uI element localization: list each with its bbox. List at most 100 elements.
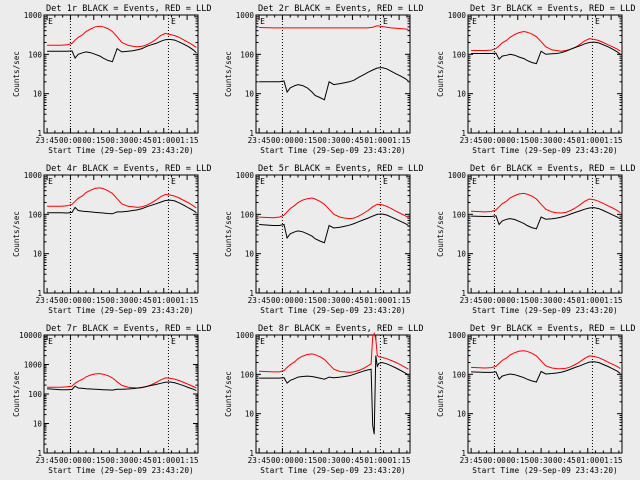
lld-series-line [471, 192, 621, 214]
x-tick-label: 00:45 [553, 296, 576, 305]
x-tick-label: 00:15 [82, 296, 105, 305]
x-tick-label: 00:45 [341, 296, 364, 305]
x-tick-label: 23:45 [460, 456, 483, 465]
x-tick-label: 01:00 [364, 136, 387, 145]
x-tick-label: 00:15 [294, 296, 317, 305]
y-tick-label: 100 [240, 210, 254, 219]
eclipse-marker-label: E [171, 337, 176, 346]
plot-frame [43, 14, 199, 134]
eclipse-marker-label: E [595, 337, 600, 346]
events-series-line [47, 199, 197, 215]
x-tick-label: 23:45 [460, 136, 483, 145]
x-tick-label: 00:15 [506, 296, 529, 305]
x-tick-label: 00:00 [271, 136, 294, 145]
events-series-line [259, 67, 409, 101]
chart-panel-7: Det 7r BLACK = Events, RED = LLD 1 10 100 10… [12, 324, 212, 475]
lld-series-line [47, 25, 197, 48]
events-series-line [259, 213, 409, 244]
eclipse-marker-label: E [383, 17, 388, 26]
x-tick-label: 00:45 [129, 296, 152, 305]
lld-series-line [259, 331, 409, 373]
x-tick-label: 00:30 [106, 456, 129, 465]
plot-frame [467, 174, 623, 294]
y-tick-label: 10 [33, 420, 43, 429]
x-tick-label: 23:45 [460, 296, 483, 305]
x-tick-label: 00:15 [82, 456, 105, 465]
x-tick-label: 01:15 [600, 456, 623, 465]
y-axis-label: Counts/sec [224, 211, 233, 257]
x-tick-label: 00:45 [341, 136, 364, 145]
y-tick-label: 1000 [236, 331, 255, 340]
lld-series-line [471, 350, 621, 370]
chart-title: Det 6r BLACK = Events, RED = LLD [470, 164, 636, 174]
plot-frame [467, 334, 623, 454]
x-tick-label: 00:15 [506, 136, 529, 145]
lld-series-line [471, 30, 621, 52]
eclipse-marker-label: E [260, 177, 265, 186]
x-axis-label: Start Time (29-Sep-09 23:43:20) [48, 466, 194, 475]
y-tick-label: 1 [461, 289, 466, 298]
x-tick-label: 00:15 [82, 136, 105, 145]
eclipse-marker-label: E [472, 337, 477, 346]
x-tick-label: 00:45 [553, 136, 576, 145]
events-series-line [47, 38, 197, 63]
chart-panel-6: Det 6r BLACK = Events, RED = LLD 1 10 100 10… [436, 164, 636, 315]
chart-title: Det 2r BLACK = Events, RED = LLD [258, 4, 424, 14]
y-tick-label: 100 [28, 50, 42, 59]
y-axis-label: Counts/sec [12, 51, 21, 97]
eclipse-marker-label: E [260, 337, 265, 346]
y-tick-label: 1 [37, 129, 42, 138]
events-series-line [471, 41, 621, 65]
plot-frame [467, 14, 623, 134]
x-tick-label: 23:45 [36, 456, 59, 465]
x-tick-label: 01:00 [152, 136, 175, 145]
y-tick-label: 1 [37, 449, 42, 458]
x-tick-label: 23:45 [248, 456, 271, 465]
x-tick-label: 00:00 [271, 296, 294, 305]
eclipse-marker-label: E [383, 177, 388, 186]
y-axis-label: Counts/sec [224, 51, 233, 97]
chart-panel-1: Det 1r BLACK = Events, RED = LLD 1 10 100 10… [12, 4, 212, 155]
x-tick-label: 23:45 [248, 296, 271, 305]
y-tick-label: 1000 [448, 331, 467, 340]
x-tick-label: 00:00 [59, 136, 82, 145]
events-series-line [47, 381, 197, 392]
x-axis-label: Start Time (29-Sep-09 23:43:20) [472, 146, 618, 155]
chart-title: Det 1r BLACK = Events, RED = LLD [46, 4, 212, 14]
chart-panel-9: Det 9r BLACK = Events, RED = LLD 1 10 100 10… [436, 324, 636, 475]
chart-panel-8: Det 8r BLACK = Events, RED = LLD 1 10 100 10… [224, 324, 424, 475]
x-tick-label: 01:15 [600, 136, 623, 145]
x-tick-label: 01:00 [576, 456, 599, 465]
x-axis-label: Start Time (29-Sep-09 23:43:20) [260, 146, 406, 155]
y-tick-label: 1 [37, 289, 42, 298]
eclipse-marker-label: E [383, 337, 388, 346]
chart-title: Det 8r BLACK = Events, RED = LLD [258, 324, 424, 334]
y-tick-label: 1 [249, 449, 254, 458]
x-tick-label: 01:00 [576, 136, 599, 145]
y-tick-label: 10 [457, 410, 467, 419]
y-tick-label: 1 [249, 289, 254, 298]
plot-frame [255, 174, 411, 294]
x-tick-label: 01:00 [152, 296, 175, 305]
x-tick-label: 01:15 [176, 136, 199, 145]
chart-title: Det 9r BLACK = Events, RED = LLD [470, 324, 636, 334]
x-tick-label: 00:30 [318, 296, 341, 305]
x-axis-label: Start Time (29-Sep-09 23:43:20) [472, 466, 618, 475]
x-tick-label: 00:30 [530, 296, 553, 305]
y-tick-label: 1000 [448, 11, 467, 20]
x-tick-label: 00:30 [530, 456, 553, 465]
x-tick-label: 00:00 [59, 456, 82, 465]
y-tick-label: 100 [240, 50, 254, 59]
x-tick-label: 23:45 [248, 136, 271, 145]
y-axis-label: Counts/sec [224, 371, 233, 417]
x-tick-label: 00:30 [530, 136, 553, 145]
x-tick-label: 00:00 [59, 296, 82, 305]
y-tick-label: 10 [245, 90, 255, 99]
eclipse-marker-label: E [171, 17, 176, 26]
lld-series-line [47, 187, 197, 209]
y-tick-label: 1 [249, 129, 254, 138]
chart-title: Det 7r BLACK = Events, RED = LLD [46, 324, 212, 334]
x-tick-label: 00:45 [129, 136, 152, 145]
y-axis-label: Counts/sec [436, 51, 445, 97]
